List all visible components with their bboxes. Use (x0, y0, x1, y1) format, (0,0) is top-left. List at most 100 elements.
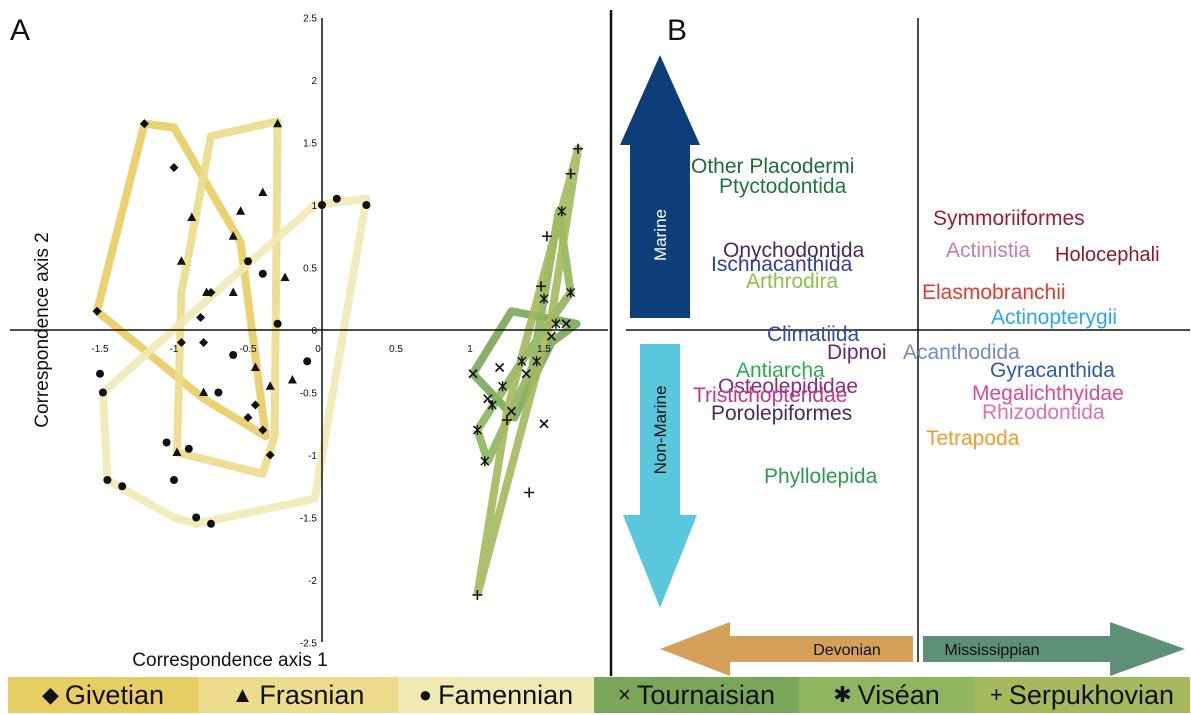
point-famennian (96, 369, 104, 378)
y-tick-label: 1 (311, 201, 317, 212)
point-famennian (118, 482, 127, 491)
point-viséan (472, 425, 482, 435)
point-famennian (192, 513, 201, 522)
point-viséan (487, 400, 497, 410)
point-frasnian (202, 287, 212, 296)
mississippian-label: Mississippian (944, 642, 1039, 659)
mississippian-arrow (923, 622, 1185, 676)
y-tick-label: 1.5 (303, 139, 317, 150)
taxon-label: Elasmobranchii (922, 281, 1066, 304)
marine-label: Marine (651, 209, 670, 261)
point-famennian (207, 519, 215, 528)
point-tournaisian (483, 394, 493, 404)
circle-icon: ● (418, 682, 433, 707)
point-famennian (98, 388, 107, 397)
point-givetian (258, 425, 268, 435)
taxon-label: Rhizodontida (982, 401, 1105, 424)
point-frasnian (172, 447, 182, 456)
y-tick-labels: 2.5 2 1.5 1 0.5 0 -0.5 -1 -1.5 -2 -2.5 (300, 14, 318, 650)
point-famennian (258, 269, 267, 278)
x-tick-label: -1 (170, 344, 179, 355)
point-serpukhovian (573, 143, 584, 154)
point-givetian (265, 450, 275, 460)
point-tournaisian (506, 406, 517, 416)
y-tick-label: -2 (308, 576, 317, 587)
taxon-label: Osteolepididae (718, 375, 858, 398)
x-axis-label: Correspondence axis 1 (132, 650, 327, 671)
point-frasnian (250, 362, 260, 371)
point-viséan (566, 287, 576, 298)
taxon-label: Dipnoi (827, 341, 887, 364)
y-tick-label: -2.5 (300, 639, 318, 650)
point-famennian (244, 257, 252, 266)
taxon-label: Tristichopteridae (693, 384, 847, 407)
point-tournaisian (546, 331, 556, 341)
taxon-label: Arthrodira (746, 270, 839, 293)
taxon-label: Ptyctodontida (719, 175, 847, 198)
point-givetian (176, 338, 186, 347)
taxon-label: Tetrapoda (926, 427, 1020, 450)
y-tick-label: 2.5 (303, 14, 317, 25)
hull-famennian (98, 194, 371, 528)
point-frasnian (187, 212, 197, 221)
point-famennian (103, 476, 112, 484)
legend-item-tournaisian: × Tournaisian (594, 677, 799, 713)
devonian-arrow (660, 622, 913, 676)
point-viséan (480, 456, 490, 467)
y-tick-label: 2 (311, 76, 317, 87)
taxon-label: Porolepiformes (711, 402, 852, 425)
point-viséan (539, 293, 549, 304)
point-frasnian (287, 375, 297, 384)
point-frasnian (176, 256, 186, 265)
devonian-label: Devonian (813, 642, 881, 659)
point-givetian (169, 163, 179, 172)
point-frasnian (273, 118, 283, 128)
point-famennian (170, 476, 178, 484)
point-tournaisian (561, 319, 571, 329)
point-tournaisian (495, 362, 505, 373)
point-viséan (532, 356, 542, 367)
panel-b: B Marine Non-Marine Devonian Mississippi… (620, 14, 1190, 676)
x-tick-label: -0.5 (239, 344, 257, 355)
point-viséan (498, 381, 508, 392)
panel-b-label: B (667, 14, 687, 47)
legend-label: Frasnian (259, 679, 365, 710)
taxa-labels: Other Placodermi Ptyctodontida Symmoriif… (691, 155, 1160, 488)
point-famennian (318, 201, 326, 209)
point-viséan (517, 356, 527, 367)
x-tick-label: 1 (467, 344, 473, 355)
point-famennian (332, 194, 341, 203)
legend-label: Viséan (857, 679, 940, 710)
point-serpukhovian (472, 590, 483, 600)
legend-item-visean: ✱ Viséan (799, 677, 974, 713)
point-frasnian (199, 387, 209, 396)
point-frasnian (280, 272, 290, 281)
plus-icon: + (990, 682, 1003, 707)
point-givetian (196, 313, 206, 322)
taxon-label: Phyllolepida (764, 465, 878, 488)
legend-label: Tournaisian (636, 679, 775, 710)
legend-item-famennian: ● Famennian (398, 677, 594, 713)
point-viséan (551, 318, 561, 329)
panel-a-label: A (10, 14, 30, 47)
point-serpukhovian (524, 487, 535, 498)
point-famennian (184, 444, 193, 453)
point-frasnian (236, 206, 246, 215)
taxon-label: Actinistia (946, 239, 1030, 262)
taxon-label: Holocephali (1055, 244, 1160, 266)
taxon-label: Ischnacanthida (711, 253, 853, 276)
asterisk-icon: ✱ (833, 682, 852, 707)
y-tick-label: -1.5 (300, 514, 318, 525)
y-tick-label: -0.5 (300, 389, 318, 400)
legend-label: Famennian (438, 679, 574, 710)
point-serpukhovian (541, 231, 552, 242)
taxon-label: Onychodontida (723, 239, 865, 262)
point-givetian (243, 413, 253, 422)
point-frasnian (265, 381, 275, 390)
point-famennian (214, 388, 223, 397)
marine-arrow (620, 55, 700, 318)
legend: ◆ Givetian ▲ Frasnian ● Famennian × Tour… (8, 677, 1190, 713)
taxon-label: Megalichthyidae (972, 382, 1124, 405)
y-tick-label: 0.5 (303, 264, 317, 275)
